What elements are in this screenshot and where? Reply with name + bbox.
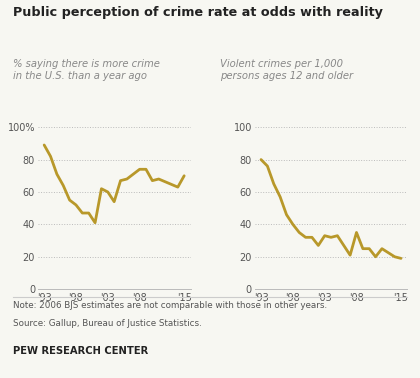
Text: Note: 2006 BJS estimates are not comparable with those in other years.: Note: 2006 BJS estimates are not compara… [13,301,327,310]
Text: Public perception of crime rate at odds with reality: Public perception of crime rate at odds … [13,6,383,19]
Text: Violent crimes per 1,000
persons ages 12 and older: Violent crimes per 1,000 persons ages 12… [220,59,354,81]
Text: Source: Gallup, Bureau of Justice Statistics.: Source: Gallup, Bureau of Justice Statis… [13,319,201,328]
Text: % saying there is more crime
in the U.S. than a year ago: % saying there is more crime in the U.S.… [13,59,160,81]
Text: PEW RESEARCH CENTER: PEW RESEARCH CENTER [13,346,148,356]
